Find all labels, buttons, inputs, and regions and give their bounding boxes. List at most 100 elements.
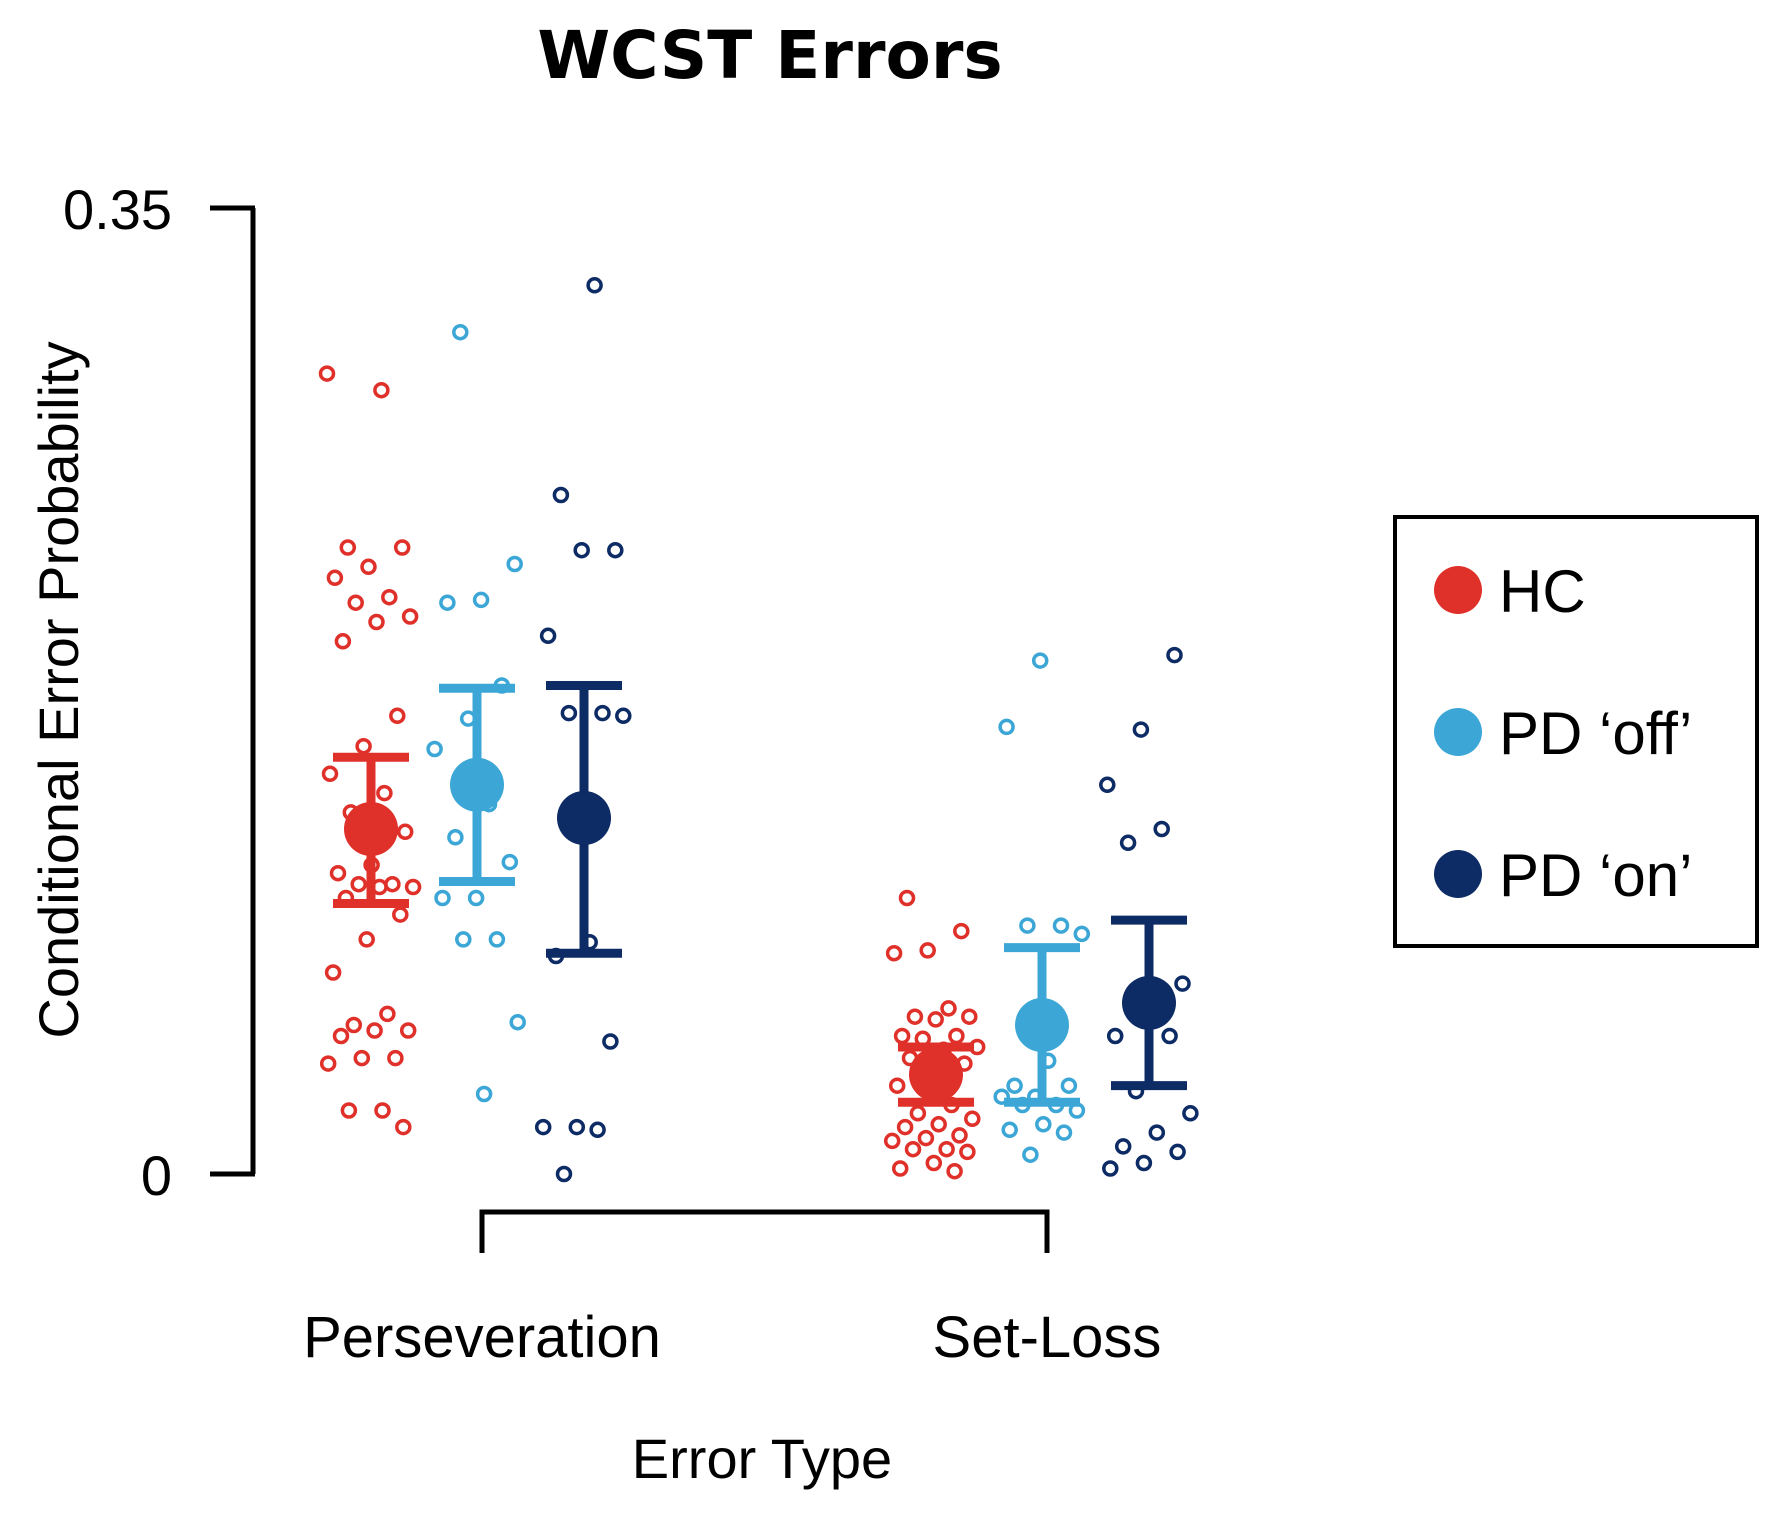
data-point-hc bbox=[883, 1132, 901, 1150]
data-point-pd-off bbox=[434, 889, 451, 907]
data-point-pd-on bbox=[539, 627, 557, 645]
data-point-hc bbox=[381, 588, 398, 606]
legend: HC PD ‘off’ PD ‘on’ bbox=[1393, 515, 1759, 948]
legend-marker-pd-on bbox=[1434, 850, 1482, 898]
mean-marker-hc bbox=[344, 802, 398, 856]
data-point-hc bbox=[940, 1000, 957, 1017]
data-point-pd-on bbox=[568, 1118, 586, 1136]
data-point-pd-off bbox=[501, 853, 519, 871]
data-point-hc bbox=[938, 1140, 955, 1158]
data-point-pd-on bbox=[573, 541, 590, 559]
data-point-pd-on bbox=[534, 1118, 552, 1136]
data-point-hc bbox=[319, 1055, 337, 1072]
data-point-hc bbox=[953, 922, 970, 940]
x-axis-label: Error Type bbox=[632, 1427, 892, 1490]
data-point-hc bbox=[340, 1102, 358, 1119]
data-point-pd-on bbox=[1153, 820, 1170, 838]
data-point-pd-on bbox=[1169, 1143, 1186, 1161]
data-point-hc bbox=[324, 964, 342, 981]
data-point-hc bbox=[906, 1008, 924, 1025]
mean-marker-pd-on bbox=[1122, 975, 1176, 1030]
data-point-hc bbox=[393, 539, 411, 556]
x-axis-bracket bbox=[479, 1209, 1050, 1253]
legend-marker-hc bbox=[1434, 566, 1482, 614]
data-point-hc bbox=[373, 381, 390, 399]
data-point-hc bbox=[329, 864, 347, 882]
data-point-pd-off bbox=[998, 718, 1015, 736]
data-point-hc bbox=[404, 878, 422, 896]
mean-marker-pd-off bbox=[1015, 998, 1069, 1052]
data-point-hc bbox=[368, 613, 385, 631]
legend-label-pd-on: PD ‘on’ bbox=[1499, 842, 1692, 909]
data-point-hc bbox=[896, 1118, 914, 1136]
data-point-hc bbox=[387, 1049, 404, 1067]
data-point-hc bbox=[959, 1143, 976, 1161]
y-axis-label: Conditional Error Probability bbox=[27, 341, 90, 1038]
data-point-hc bbox=[399, 1022, 417, 1039]
data-point-hc bbox=[925, 1154, 943, 1172]
data-point-pd-on bbox=[615, 707, 632, 725]
data-point-pd-off bbox=[1060, 1077, 1078, 1094]
data-point-hc bbox=[964, 1110, 981, 1128]
data-point-hc bbox=[961, 1008, 978, 1025]
data-point-pd-off bbox=[1035, 1116, 1052, 1133]
legend-label-pd-off: PD ‘off’ bbox=[1499, 700, 1692, 767]
data-point-hc bbox=[898, 889, 916, 907]
data-point-hc bbox=[353, 1049, 371, 1067]
data-point-hc bbox=[930, 1116, 947, 1133]
data-point-hc bbox=[355, 737, 372, 755]
data-point-hc bbox=[893, 1027, 911, 1045]
data-point-hc bbox=[392, 906, 409, 923]
x-category-label-perseveration: Perseveration bbox=[303, 1305, 661, 1370]
data-point-hc bbox=[946, 1162, 963, 1180]
data-point-hc bbox=[360, 558, 377, 576]
data-point-hc bbox=[326, 569, 344, 587]
data-point-pd-on bbox=[1161, 1027, 1178, 1045]
data-point-hc bbox=[919, 942, 936, 959]
data-point-pd-off bbox=[1019, 917, 1036, 934]
data-point-pd-on bbox=[594, 704, 611, 722]
data-point-hc bbox=[401, 608, 419, 625]
data-point-pd-off bbox=[506, 555, 523, 573]
data-point-pd-on bbox=[1174, 975, 1191, 992]
data-point-hc bbox=[345, 1016, 363, 1034]
plot-area bbox=[318, 277, 1199, 1183]
y-axis: 0.35 0 Conditional Error Probability bbox=[27, 178, 256, 1207]
data-point-pd-off bbox=[447, 829, 464, 846]
mean-marker-pd-on bbox=[557, 791, 611, 845]
data-point-hc bbox=[904, 1140, 922, 1158]
data-point-pd-off bbox=[439, 594, 456, 611]
data-point-pd-on bbox=[560, 704, 578, 722]
data-point-hc bbox=[339, 539, 357, 556]
data-point-hc bbox=[396, 823, 414, 841]
legend-marker-pd-off bbox=[1434, 708, 1482, 756]
y-tick-label-max: 0.35 bbox=[63, 178, 172, 241]
data-point-hc bbox=[379, 1005, 396, 1023]
data-point-pd-on bbox=[555, 1165, 573, 1183]
data-point-hc bbox=[927, 1011, 944, 1028]
data-point-hc bbox=[948, 1027, 965, 1045]
data-point-hc bbox=[374, 1102, 391, 1119]
data-point-hc bbox=[909, 1105, 927, 1122]
data-point-pd-on bbox=[607, 541, 624, 559]
data-point-pd-on bbox=[1106, 1027, 1124, 1045]
x-axis: Perseveration Set-Loss Error Type bbox=[303, 1209, 1161, 1490]
data-point-pd-off bbox=[1055, 1124, 1073, 1141]
data-point-pd-on bbox=[1148, 1124, 1166, 1141]
data-point-pd-on bbox=[1114, 1138, 1132, 1155]
mean-marker-hc bbox=[909, 1047, 963, 1102]
chart-title: WCST Errors bbox=[537, 17, 1002, 94]
data-point-hc bbox=[891, 1160, 909, 1177]
mean-marker-pd-off bbox=[450, 757, 504, 812]
data-point-pd-on bbox=[602, 1033, 619, 1050]
data-point-pd-on bbox=[1119, 834, 1137, 852]
data-point-pd-off bbox=[1052, 917, 1070, 934]
data-point-pd-off bbox=[509, 1013, 526, 1031]
data-point-pd-off bbox=[455, 931, 472, 948]
data-point-pd-on bbox=[586, 277, 603, 294]
data-point-hc bbox=[350, 875, 367, 893]
data-point-pd-off bbox=[426, 740, 443, 758]
data-point-hc bbox=[917, 1129, 935, 1147]
y-tick-label-min: 0 bbox=[141, 1144, 172, 1207]
data-point-hc bbox=[334, 633, 352, 650]
